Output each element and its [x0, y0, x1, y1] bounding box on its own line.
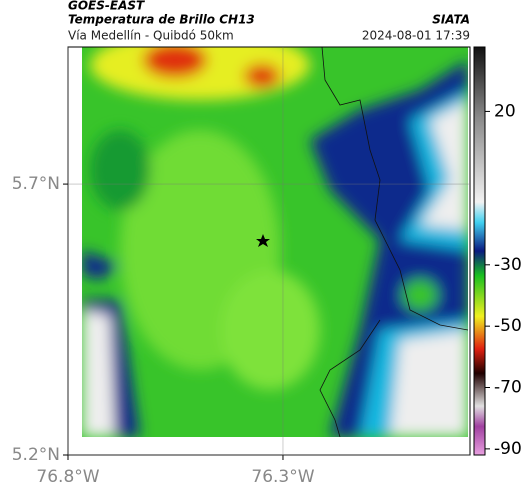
colorbar-tick-label: 20 — [494, 101, 516, 121]
satellite: GOES-EAST — [68, 0, 145, 13]
lat-tick-label: 5.2°N — [12, 445, 60, 465]
site-marker — [256, 234, 270, 247]
lat-tick-label: 5.7°N — [12, 174, 60, 194]
subtitle: Vía Medellín - Quibdó 50km — [68, 29, 234, 43]
colorbar-tick-label: -90 — [494, 439, 522, 459]
colorbar — [473, 46, 486, 456]
colorbar-tick-label: -70 — [494, 378, 522, 398]
lon-tick-label: 76.8°W — [36, 467, 99, 487]
colorbar-tick-label: -50 — [494, 316, 522, 336]
satellite-image — [82, 47, 468, 437]
title: Temperatura de Brillo CH13 — [68, 13, 255, 27]
source: SIATA — [432, 13, 470, 27]
datetime: 2024-08-01 17:39 — [362, 29, 470, 43]
lon-tick-label: 76.3°W — [251, 467, 314, 487]
colorbar-tick-label: -30 — [494, 255, 522, 275]
